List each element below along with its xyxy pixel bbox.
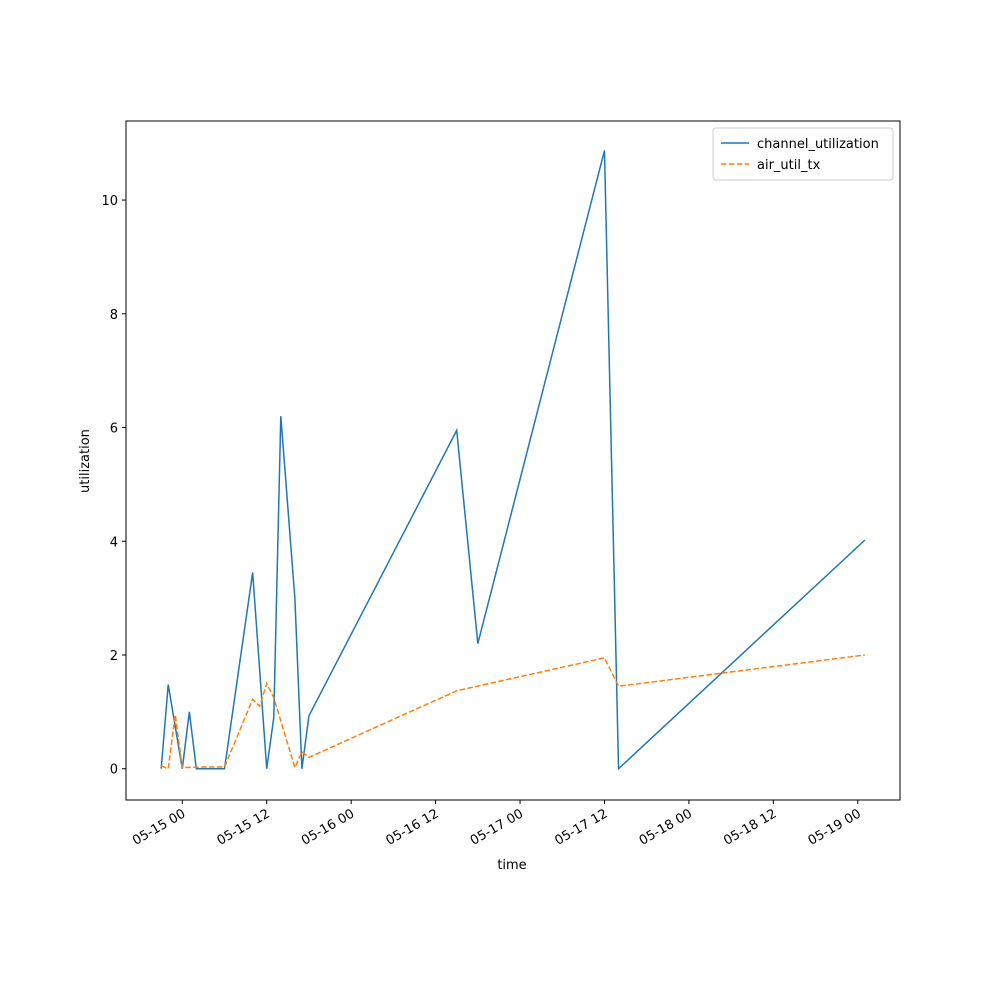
data-line xyxy=(160,654,865,770)
x-tick-label: 05-17 12 xyxy=(552,806,610,848)
x-tick-label: 05-15 00 xyxy=(130,806,188,848)
legend-box xyxy=(712,127,894,181)
legend-label: channel_utilization xyxy=(757,137,879,152)
x-tick-label: 05-18 00 xyxy=(637,806,695,848)
x-tick-label: 05-19 00 xyxy=(806,806,864,848)
x-axis-label: time xyxy=(497,858,526,873)
x-tick-label: 05-16 00 xyxy=(299,806,357,848)
x-tick-label: 05-15 12 xyxy=(215,806,273,848)
y-tick-label: 2 xyxy=(110,649,118,664)
y-tick-label: 4 xyxy=(110,535,118,550)
data-line xyxy=(160,150,866,771)
x-tick-label: 05-16 12 xyxy=(383,806,441,848)
x-tick-label: 05-18 12 xyxy=(721,806,779,848)
y-tick-label: 10 xyxy=(101,194,118,209)
y-tick-label: 6 xyxy=(110,422,118,437)
x-tick-label: 05-17 00 xyxy=(468,806,526,848)
legend-label: air_util_tx xyxy=(757,158,821,173)
y-tick-label: 0 xyxy=(110,763,118,778)
plot-frame xyxy=(125,120,901,801)
y-tick-label: 8 xyxy=(110,308,118,323)
y-axis-label: utilization xyxy=(78,429,93,493)
